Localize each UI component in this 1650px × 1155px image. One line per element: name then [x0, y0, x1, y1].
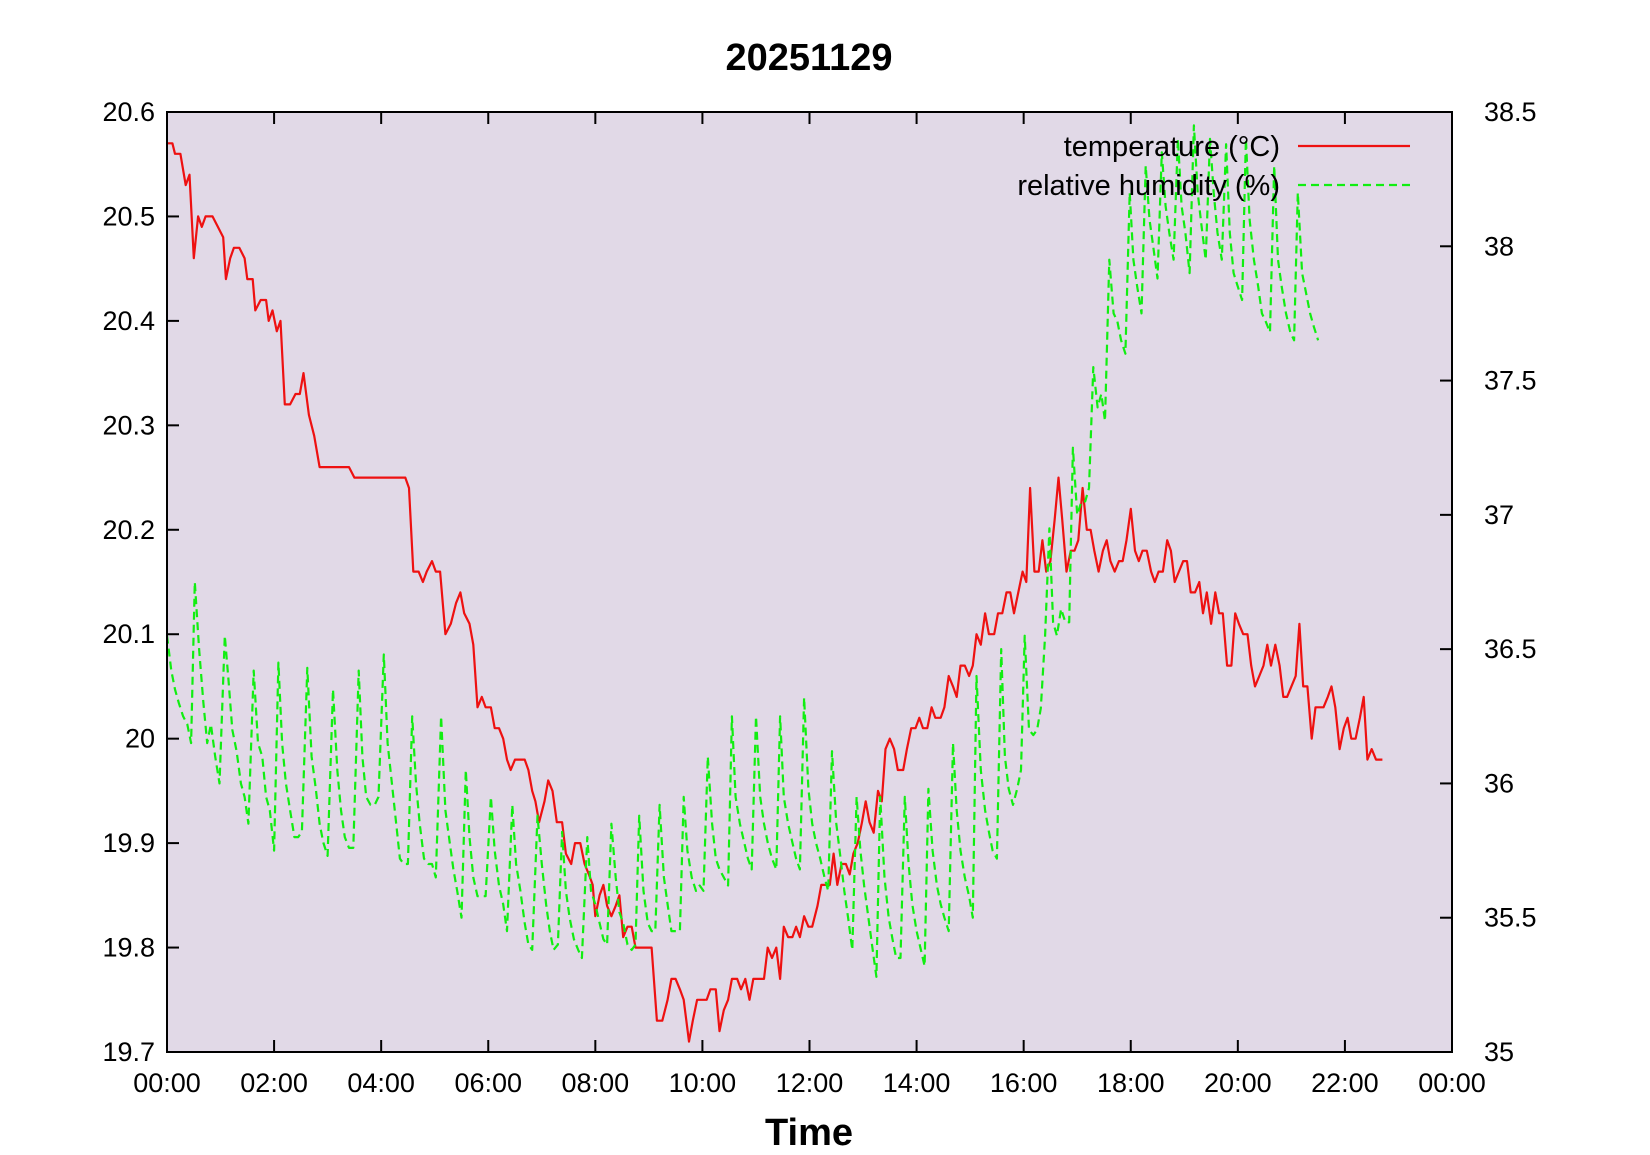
x-tick-label: 18:00	[1097, 1068, 1165, 1098]
y2-tick-label: 37.5	[1484, 366, 1537, 396]
y-tick-label: 20.2	[102, 515, 155, 545]
legend-label-1: temperature (°C)	[1064, 131, 1280, 163]
y-tick-label: 19.8	[102, 933, 155, 963]
y-tick-label: 20.1	[102, 619, 155, 649]
legend-label-2: relative humidity (%)	[1017, 170, 1280, 202]
x-tick-label: 16:00	[990, 1068, 1058, 1098]
x-axis-label: Time	[765, 1112, 853, 1154]
x-tick-label: 00:00	[133, 1068, 201, 1098]
x-tick-label: 20:00	[1204, 1068, 1272, 1098]
y2-tick-label: 38.5	[1484, 97, 1537, 127]
series-line-1	[167, 142, 1383, 1043]
x-tick-label: 08:00	[562, 1068, 630, 1098]
y-tick-label: 20.4	[102, 306, 155, 336]
y-tick-label: 20.3	[102, 410, 155, 440]
x-tick-label: 12:00	[776, 1068, 844, 1098]
x-tick-label: 02:00	[240, 1068, 308, 1098]
x-tick-label: 22:00	[1311, 1068, 1379, 1098]
x-tick-label: 04:00	[347, 1068, 415, 1098]
y2-tick-label: 36.5	[1484, 634, 1537, 664]
y-tick-label: 20.6	[102, 97, 155, 127]
y-tick-label: 20.5	[102, 201, 155, 231]
x-tick-label: 00:00	[1418, 1068, 1486, 1098]
y2-tick-label: 37	[1484, 500, 1514, 530]
x-axis: 00:00 02:00 04:00 06:00 08:00 10:00 12:00 14:00…	[133, 112, 1486, 1098]
legend: temperature (°C) relative humidity (%)	[1017, 131, 1410, 202]
y2-tick-label: 38	[1484, 231, 1514, 261]
y2-tick-label: 35	[1484, 1037, 1514, 1067]
series-layer	[165, 124, 1383, 1043]
y-tick-label: 20	[125, 724, 155, 754]
plot-area	[167, 112, 1452, 1052]
y-tick-label: 19.9	[102, 828, 155, 858]
y-tick-label: 19.7	[102, 1037, 155, 1067]
y-axis-right: 38.5 38 37.5 37 36.5 36 35.5 35	[1440, 97, 1537, 1067]
x-tick-label: 10:00	[669, 1068, 737, 1098]
y2-tick-label: 35.5	[1484, 903, 1537, 933]
x-tick-label: 14:00	[883, 1068, 951, 1098]
chart-title: 20251129	[726, 37, 893, 79]
x-tick-label: 06:00	[454, 1068, 522, 1098]
series-line-2	[165, 124, 1320, 978]
y-axis-left: 20.6 20.5 20.4 20.3 20.2 20.1 20 19.9 19.8 19.7	[102, 97, 179, 1067]
y2-tick-label: 36	[1484, 768, 1514, 798]
